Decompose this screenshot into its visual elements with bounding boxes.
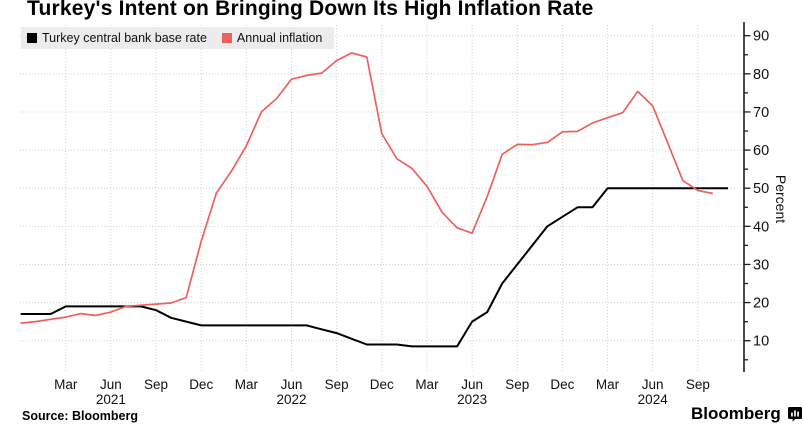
source-note: Source: Bloomberg xyxy=(22,409,138,423)
x-tick-label: Mar xyxy=(596,377,620,392)
x-tick-label: Mar xyxy=(54,377,78,392)
y-tick-label: 50 xyxy=(753,181,769,197)
x-tick-label: Mar xyxy=(415,377,439,392)
y-tick-label: 30 xyxy=(753,257,769,273)
chart-title: Turkey's Intent on Bringing Down Its Hig… xyxy=(27,0,594,20)
legend-swatch-icon xyxy=(221,33,232,43)
inflation-line xyxy=(20,52,714,325)
y-tick-label: 80 xyxy=(753,67,769,83)
x-tick-label: Dec xyxy=(189,377,213,392)
x-year-label: 2024 xyxy=(638,392,669,407)
x-tick-label: Jun xyxy=(100,377,122,392)
x-tick-label: Sep xyxy=(144,377,168,392)
x-tick-label: Sep xyxy=(505,377,529,392)
legend-label: Turkey central bank base rate xyxy=(42,31,207,45)
x-year-label: 2021 xyxy=(96,392,126,407)
x-tick-label: Sep xyxy=(325,377,349,392)
x-tick-label: Dec xyxy=(370,377,394,392)
x-year-label: 2023 xyxy=(457,392,487,407)
legend: Turkey central bank base rate Annual infl… xyxy=(21,27,335,49)
x-year-label: 2022 xyxy=(276,392,306,407)
x-tick-label: Mar xyxy=(235,377,259,392)
y-axis-title: Percent xyxy=(773,174,789,224)
bloomberg-logo: Bloomberg xyxy=(691,404,803,424)
bloomberg-wordmark: Bloomberg xyxy=(691,404,781,423)
x-tick-label: Jun xyxy=(281,377,303,392)
legend-item: Annual inflation xyxy=(221,31,323,45)
x-tick-label: Jun xyxy=(642,377,664,392)
y-tick-label: 10 xyxy=(753,334,769,350)
base-rate-line xyxy=(20,187,728,348)
x-tick-label: Jun xyxy=(461,377,483,392)
legend-item: Turkey central bank base rate xyxy=(27,31,207,45)
x-tick-label: Sep xyxy=(686,377,710,392)
y-tick-label: 40 xyxy=(753,219,769,235)
y-tick-label: 20 xyxy=(753,296,769,312)
x-tick-label: Dec xyxy=(550,377,574,392)
y-tick-label: 90 xyxy=(753,29,769,45)
bloomberg-mark-icon xyxy=(787,406,803,422)
y-tick-label: 70 xyxy=(753,105,769,121)
y-tick-label: 60 xyxy=(753,143,769,159)
legend-label: Annual inflation xyxy=(236,31,323,45)
legend-swatch-icon xyxy=(27,33,37,43)
